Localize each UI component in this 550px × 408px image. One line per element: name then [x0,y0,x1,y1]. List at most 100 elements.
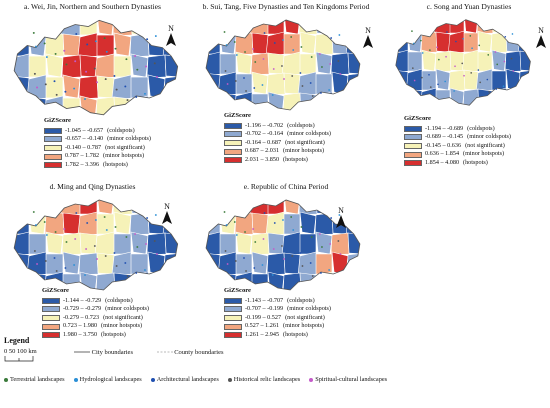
legend-label: (minor coldspots) [287,305,331,313]
map-region [43,95,66,115]
landscape-point [253,267,256,269]
landscape-point [245,90,247,92]
landscape-point [252,228,255,230]
landscape-point [86,43,89,46]
landscape-point [510,57,513,60]
landscape-point [339,253,342,255]
landscape-point [462,37,464,40]
landscape-point [94,219,97,221]
landscape-point [113,75,116,77]
map-region [79,54,98,78]
class-legend: GiZScore -1.196 – -0.702 (coldspots) -0.70… [224,112,331,165]
map-region [147,251,166,275]
hotspot-map [13,19,179,116]
landscape-point [300,226,303,228]
landscape-point [252,48,255,50]
legend-class-row: -0.702 – -0.164 (minor coldspots) [224,130,331,139]
class-legend: GiZScore -1.144 – -0.729 (coldspots) -0.72… [42,287,149,340]
landscape-point [84,274,86,276]
map-region [146,54,167,79]
legend-swatch [224,122,242,129]
legend-range: -1.045 – -0.657 [65,126,104,134]
legend-range: -0.729 – -0.279 [63,305,102,313]
landscape-point [301,85,304,87]
map-region [435,31,451,53]
landscape-point [55,93,58,96]
landscape-point [115,265,118,267]
landscape-point [84,98,86,100]
map-region [27,200,48,216]
landscape-point [94,40,97,43]
landscape-point [329,63,332,65]
class-legend: GiZScore -1.194 – -0.689 (coldspots) -0.68… [404,115,511,168]
map-region [61,232,82,256]
legend-swatch [404,143,422,150]
landscape-point [487,53,490,56]
map-region [347,232,360,255]
landscape-point [320,92,322,94]
north-arrow-icon: N [361,26,375,50]
legend-range: 0.687 – 2.031 [245,147,280,155]
map-region [315,253,333,275]
landscape-label: Hydrological landscapes [79,376,142,383]
landscape-point [235,54,238,56]
map-region [299,31,317,55]
landscape-point [454,65,456,68]
landscape-point [488,91,490,93]
map-region [315,51,333,75]
legend-swatch [44,162,62,169]
landscape-legend-item: Historical relic landscapes [227,376,300,383]
landscape-point [428,73,430,76]
legend-label: (minor coldspots) [107,135,151,143]
legend-swatch [42,332,60,339]
landscape-point [461,62,464,65]
landscape-point [272,68,275,70]
landscape-point [34,224,37,226]
map-region [505,89,521,106]
province-outline [205,199,361,291]
landscape-point [146,38,149,41]
landscape-point [36,263,39,265]
landscape-point [93,245,96,247]
map-region [251,32,269,55]
legend-class-row: 0.687 – 2.031 (minor hotspots) [224,147,331,156]
landscape-legend-item: Spiritual-cultural landscapes [309,376,387,383]
legend-swatch [224,306,242,313]
landscape-point [471,47,473,50]
landscape-point [300,46,303,48]
map-region [250,232,270,256]
landscape-point [86,222,89,224]
legend-label: (hotspots) [103,160,128,168]
landscape-point [63,228,66,230]
map-region [250,52,270,76]
landscape-point [281,65,283,67]
legend-label: (coldspots) [107,126,135,134]
map-region [421,70,437,91]
landscape-point [494,51,497,53]
map-region [62,251,81,275]
map-region [218,20,238,36]
landscape-point [436,46,438,49]
hotspot-map [205,19,361,111]
map-region [113,32,132,57]
landscape-point [104,255,107,257]
landscape-point [32,211,35,213]
landscape-point [273,222,276,224]
map-region [62,97,81,115]
map-region [14,20,30,36]
landscape-point [291,75,294,77]
landscape-point [124,85,127,88]
landscape-point [65,63,68,66]
landscape-point [105,229,108,231]
legend-range: -0.689 – -0.145 [425,133,464,141]
legend-swatch [44,136,62,143]
landscape-point [412,67,414,70]
map-region [447,30,467,55]
landscape-point [254,241,257,243]
legend-swatch [224,140,242,147]
legend-label: (not significant) [465,141,505,149]
legend-range: 2.031 – 3.850 [245,155,280,163]
legend-label: (coldspots) [467,124,495,132]
map-region [331,251,349,275]
legend-class-row: 2.031 – 3.850 (hotspots) [224,156,331,165]
